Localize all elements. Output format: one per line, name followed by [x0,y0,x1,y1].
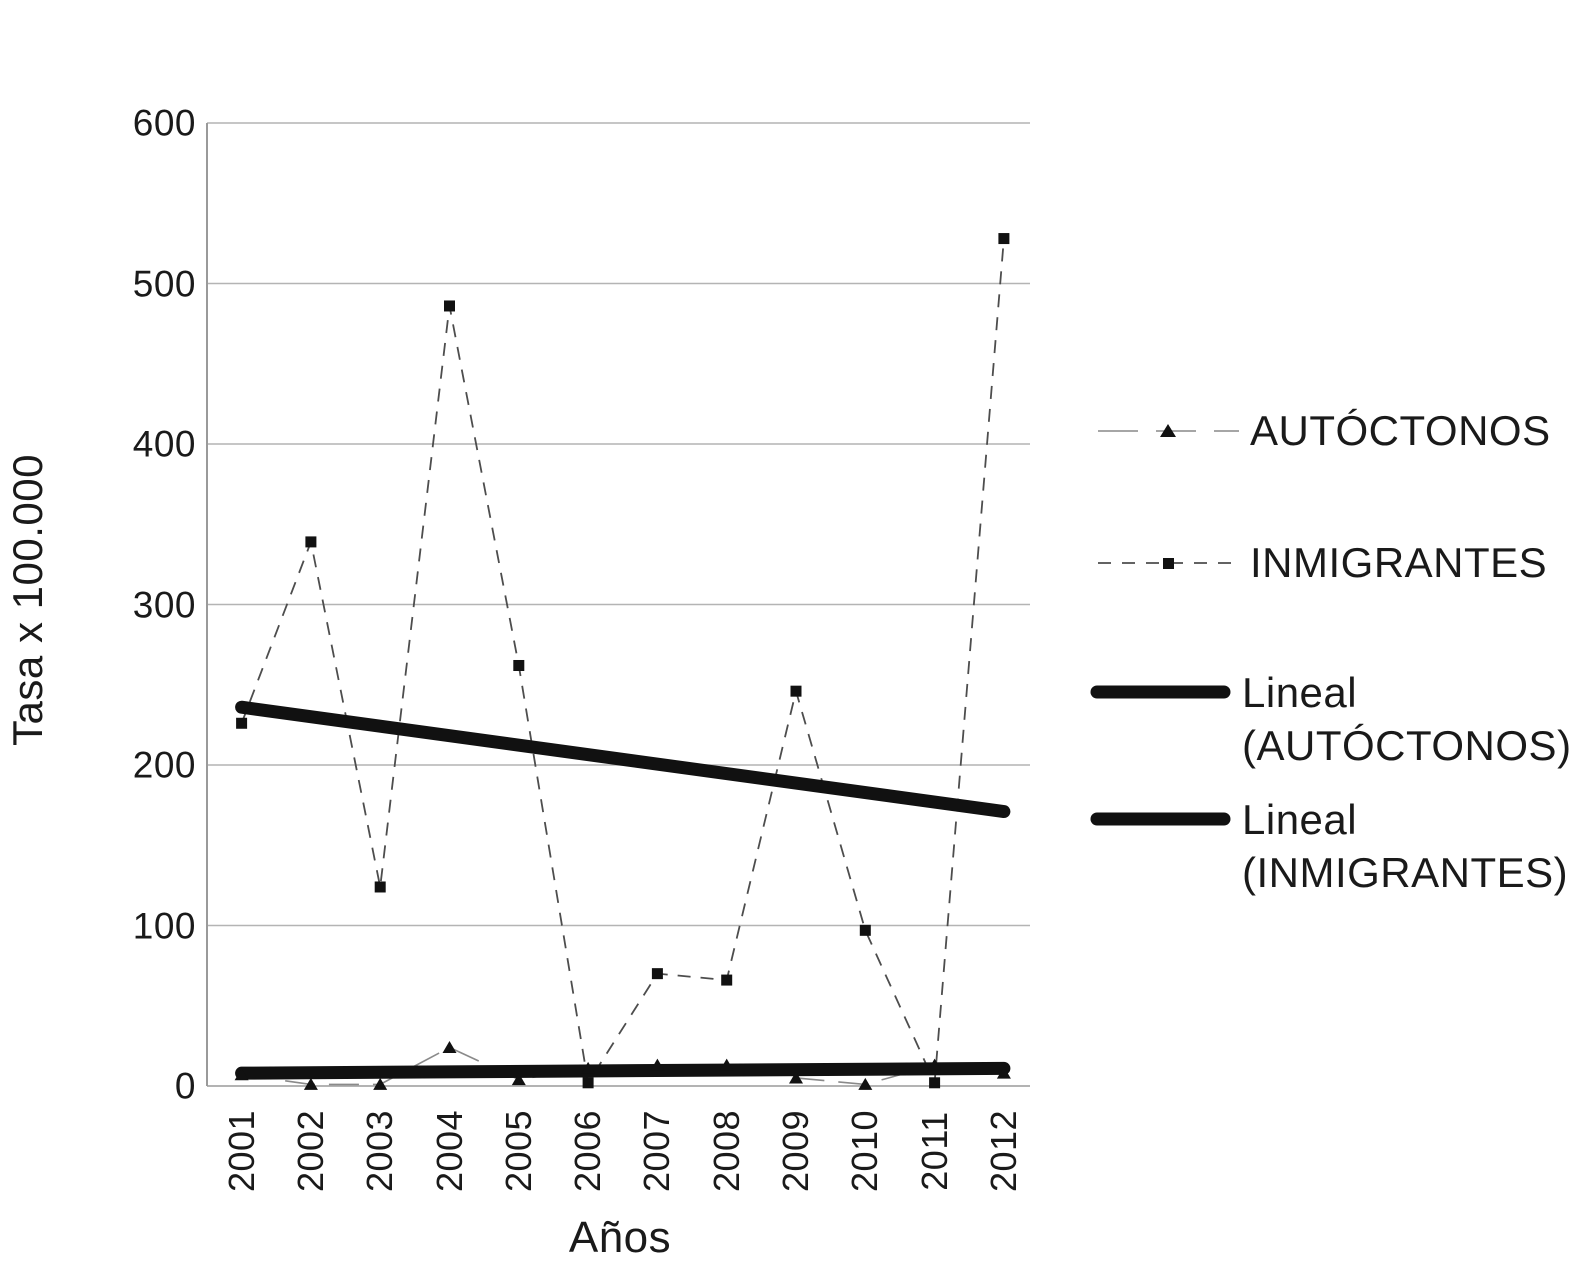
inmigrantes-marker [236,717,248,729]
autoctonos-marker [581,1061,596,1074]
x-tick-label: 2012 [982,1109,1024,1193]
y-tick-label: 0 [174,1065,196,1107]
x-tick-label: 2003 [359,1109,401,1193]
y-tick-label: 100 [132,905,196,946]
x-tick-label: 2006 [567,1109,609,1193]
legend-label: AUTÓCTONOS [1250,404,1551,457]
legend-entry-autoctonos: AUTÓCTONOS [1096,404,1551,457]
inmigrantes-marker [998,233,1010,245]
y-tick-label: 200 [132,744,196,786]
autoctonos-marker [789,1071,803,1084]
inmigrantes-marker [929,1077,941,1089]
x-tick-label: 2004 [428,1109,470,1193]
autoctonos-marker [719,1058,734,1071]
legend-label: Lineal (AUTÓCTONOS) [1242,666,1572,772]
inmigrantes-marker [513,659,525,671]
inmigrantes-series-swatch-icon [1098,557,1239,569]
legend-label-line: (INMIGRANTES) [1242,849,1569,896]
legend-label-line: Lineal [1242,796,1358,843]
inmigrantes-marker [790,685,802,697]
inmigrantes-marker [721,974,733,986]
legend-label: Lineal (INMIGRANTES) [1242,793,1568,899]
x-tick-label: 2011 [913,1111,955,1191]
y-tick-label: 600 [132,102,196,144]
inmigrantes-series-line [240,238,1005,1087]
legend-entry-lineal-autoctonos: Lineal (AUTÓCTONOS) [1088,666,1572,772]
inmigrantes-marker [305,536,317,548]
legend-label-line: INMIGRANTES [1250,539,1548,586]
y-tick-label: 300 [132,584,196,625]
autoctonos-marker [927,1058,942,1071]
y-tick-label: 500 [132,263,196,304]
legend-label: INMIGRANTES [1250,536,1547,589]
autoctonos-marker [511,1073,526,1086]
inmigrantes-marker [651,968,663,980]
legend-entry-inmigrantes: INMIGRANTES [1096,536,1547,589]
x-tick-label: 2008 [705,1109,747,1193]
x-tick-label: 2002 [289,1109,331,1193]
inmigrantes-marker [582,1077,594,1089]
x-tick-label: 2007 [636,1109,678,1193]
autoctonos-marker [996,1066,1011,1079]
legend-label-line: (AUTÓCTONOS) [1242,722,1572,769]
autoctonos-marker [373,1077,388,1090]
autoctonos-marker [858,1077,873,1090]
lineal-autoctonos-trend-line [235,1061,1011,1080]
x-tick-label: 2010 [844,1109,886,1193]
x-tick-label: 2005 [497,1109,539,1193]
autoctonos-marker [234,1068,249,1081]
lineal-inmigrantes-swatch-icon [1090,812,1231,826]
lineal-inmigrantes-trend-line [235,700,1011,819]
autoctonos-marker [442,1040,457,1053]
y-tick-label: 400 [132,423,196,465]
inmigrantes-marker [374,881,386,893]
x-tick-label: 2001 [220,1109,262,1193]
autoctonos-series-swatch-icon [1098,423,1239,437]
autoctonos-marker [650,1058,665,1071]
legend-entry-lineal-inmigrantes: Lineal (INMIGRANTES) [1088,793,1568,899]
legend-label-line: AUTÓCTONOS [1250,407,1551,454]
legend-label-line: Lineal [1242,669,1358,716]
x-axis-title: Años [568,1213,672,1262]
inmigrantes-marker [859,924,871,936]
inmigrantes-marker [444,300,455,312]
autoctonos-marker [303,1077,318,1090]
x-tick-label: 2009 [775,1109,816,1193]
lineal-autoctonos-swatch-icon [1090,685,1231,699]
